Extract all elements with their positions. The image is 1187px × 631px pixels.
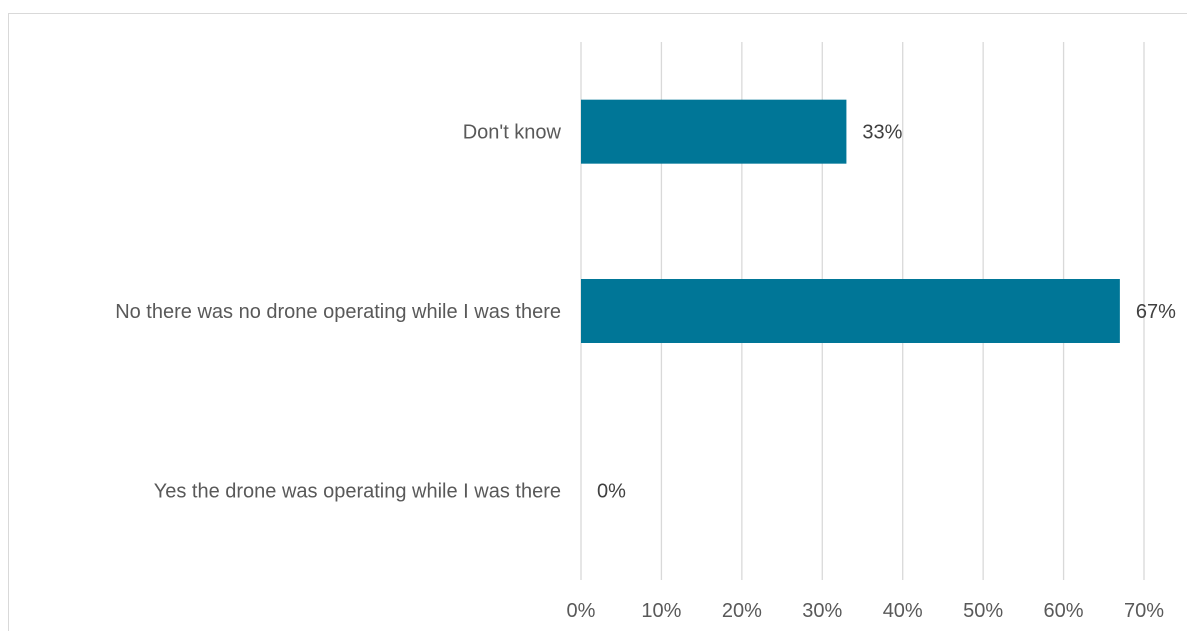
x-tick-label: 70% (1124, 600, 1164, 622)
bar (581, 279, 1120, 343)
bar (581, 99, 847, 164)
chart-frame (8, 13, 1187, 631)
category-label: Don't know (463, 122, 562, 144)
x-tick-label: 0% (567, 600, 596, 622)
data-label: 33% (862, 122, 902, 144)
x-axis-tick-labels: 0% 10% 20% 30% 40% 50% 60% 70% (567, 600, 1165, 622)
data-label: 67% (1136, 301, 1176, 323)
x-tick-label: 50% (963, 600, 1003, 622)
x-tick-label: 30% (802, 600, 842, 622)
x-tick-label: 40% (883, 600, 923, 622)
bars (581, 99, 1120, 343)
x-tick-label: 20% (722, 600, 762, 622)
data-label: 0% (597, 480, 626, 502)
x-tick-label: 10% (641, 600, 681, 622)
category-labels: Don't know No there was no drone operatin… (115, 122, 561, 503)
data-labels: 33% 67% 0% (597, 122, 1176, 503)
x-tick-label: 60% (1044, 600, 1084, 622)
category-label: Yes the drone was operating while I was … (154, 480, 561, 502)
category-label: No there was no drone operating while I … (115, 301, 561, 323)
